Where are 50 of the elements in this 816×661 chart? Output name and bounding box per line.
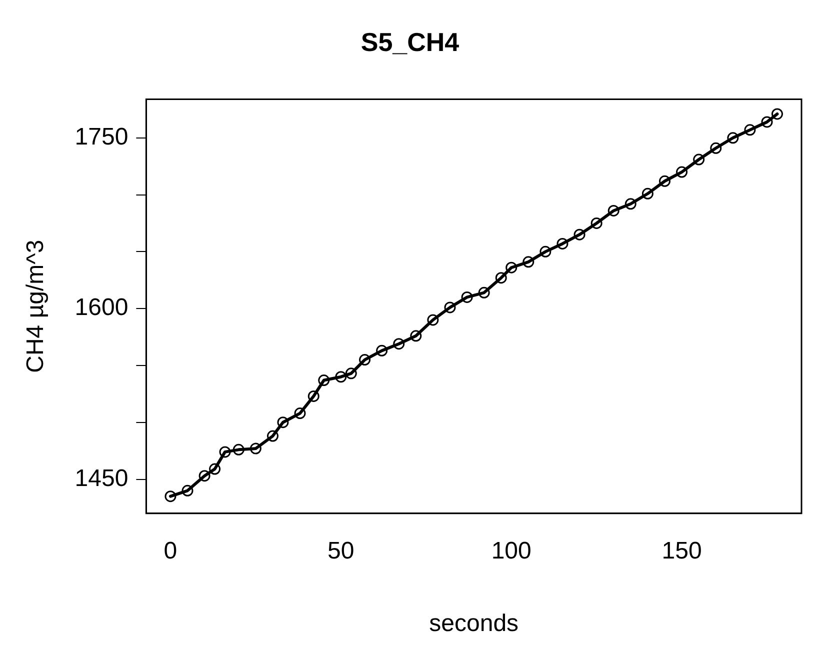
y-tick-label: 1750 — [74, 124, 128, 151]
x-tick-label: 150 — [662, 537, 702, 564]
point — [461, 291, 473, 303]
point — [410, 330, 422, 342]
point — [232, 444, 244, 456]
point — [744, 124, 756, 136]
point — [219, 446, 231, 458]
point — [444, 302, 456, 314]
point — [608, 204, 620, 216]
point — [761, 116, 773, 128]
point — [478, 286, 490, 298]
x-tick-label: 100 — [491, 537, 532, 564]
point — [710, 142, 722, 154]
x-tick-label: 50 — [328, 537, 354, 564]
y-tick-label: 1600 — [74, 294, 128, 322]
point — [376, 344, 388, 356]
point — [359, 354, 371, 366]
point — [345, 368, 357, 380]
point — [308, 390, 320, 402]
point — [624, 198, 636, 210]
x-axis-title: seconds — [429, 610, 519, 638]
point — [294, 408, 306, 420]
point — [540, 246, 552, 258]
point — [393, 338, 405, 350]
point — [198, 470, 210, 482]
point — [182, 484, 194, 496]
point — [727, 132, 739, 144]
point — [590, 217, 602, 229]
point — [164, 490, 176, 502]
point — [250, 442, 262, 454]
point — [427, 314, 439, 326]
point — [318, 374, 330, 386]
point — [574, 228, 586, 240]
point — [658, 175, 670, 187]
point — [209, 463, 221, 475]
point — [277, 416, 289, 428]
point — [495, 272, 507, 284]
point — [642, 188, 654, 200]
point — [506, 262, 518, 274]
point — [522, 256, 534, 268]
point — [335, 371, 347, 383]
y-axis-title: CH4 µg/m^3 — [22, 240, 50, 373]
point — [556, 238, 568, 250]
point — [676, 166, 688, 178]
point — [693, 154, 705, 166]
y-tick-label: 1450 — [74, 464, 128, 492]
point — [266, 430, 278, 442]
x-tick-label: 0 — [164, 537, 178, 564]
point — [771, 108, 783, 120]
chart-title: S5_CH4 — [360, 26, 460, 57]
